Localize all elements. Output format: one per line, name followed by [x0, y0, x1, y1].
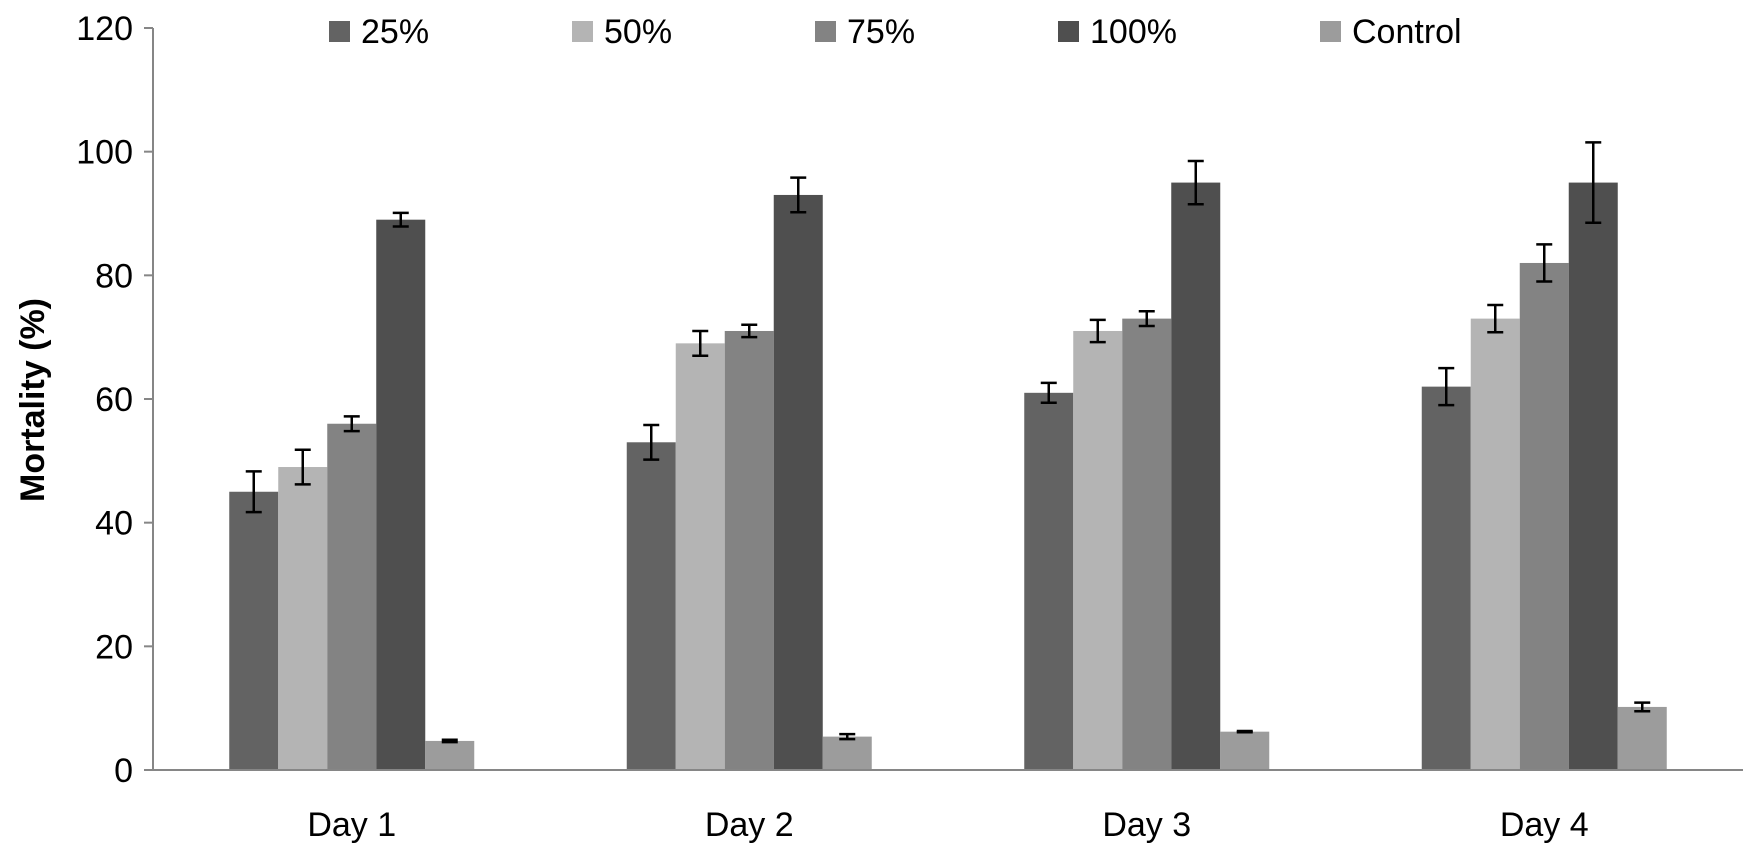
x-tick-label: Day 1 — [307, 806, 396, 844]
y-tick-label: 100 — [76, 134, 133, 172]
legend-swatch — [572, 21, 593, 42]
bar — [822, 736, 872, 770]
bar — [1519, 262, 1569, 770]
bar — [626, 442, 676, 770]
bar — [675, 343, 725, 770]
legend-swatch — [1320, 21, 1341, 42]
y-axis-title: Mortality (%) — [14, 298, 52, 502]
x-tick-label: Day 4 — [1500, 806, 1589, 844]
x-tick-label: Day 3 — [1102, 806, 1191, 844]
bar — [229, 491, 279, 770]
bar — [1617, 706, 1667, 770]
x-axis: Day 1 Day 2 Day 3 Day 4 — [153, 769, 1743, 844]
bar — [773, 194, 823, 770]
y-tick-label: 80 — [95, 257, 133, 295]
y-tick-label: 20 — [95, 628, 133, 666]
legend-swatch — [815, 21, 836, 42]
legend-label: 50% — [604, 13, 672, 51]
bar — [1024, 392, 1074, 770]
bar — [1568, 182, 1618, 771]
bar — [425, 740, 475, 770]
bar — [1122, 318, 1172, 770]
legend: 25% 50% 75% 100% Control — [329, 13, 1462, 51]
bar — [1421, 386, 1471, 770]
y-axis: 0 20 40 60 80 100 120 — [76, 10, 154, 790]
legend-swatch — [329, 21, 350, 42]
bar — [327, 423, 377, 770]
bar — [376, 219, 426, 770]
bar — [1220, 731, 1270, 770]
legend-label: 25% — [361, 13, 429, 51]
bar — [1171, 182, 1221, 771]
bar — [724, 330, 774, 770]
y-tick-label: 40 — [95, 505, 133, 543]
y-tick-label: 60 — [95, 381, 133, 419]
bar — [278, 467, 328, 770]
legend-label: 100% — [1090, 13, 1177, 51]
y-tick-label: 0 — [114, 752, 133, 790]
bar — [1470, 318, 1520, 770]
legend-label: 75% — [847, 13, 915, 51]
bars-group — [229, 182, 1667, 771]
y-tick-label: 120 — [76, 10, 133, 48]
bar — [1073, 330, 1123, 770]
x-tick-label: Day 2 — [705, 806, 794, 844]
error-bars-group — [245, 141, 1651, 744]
legend-swatch — [1058, 21, 1079, 42]
legend-label: Control — [1352, 13, 1462, 51]
